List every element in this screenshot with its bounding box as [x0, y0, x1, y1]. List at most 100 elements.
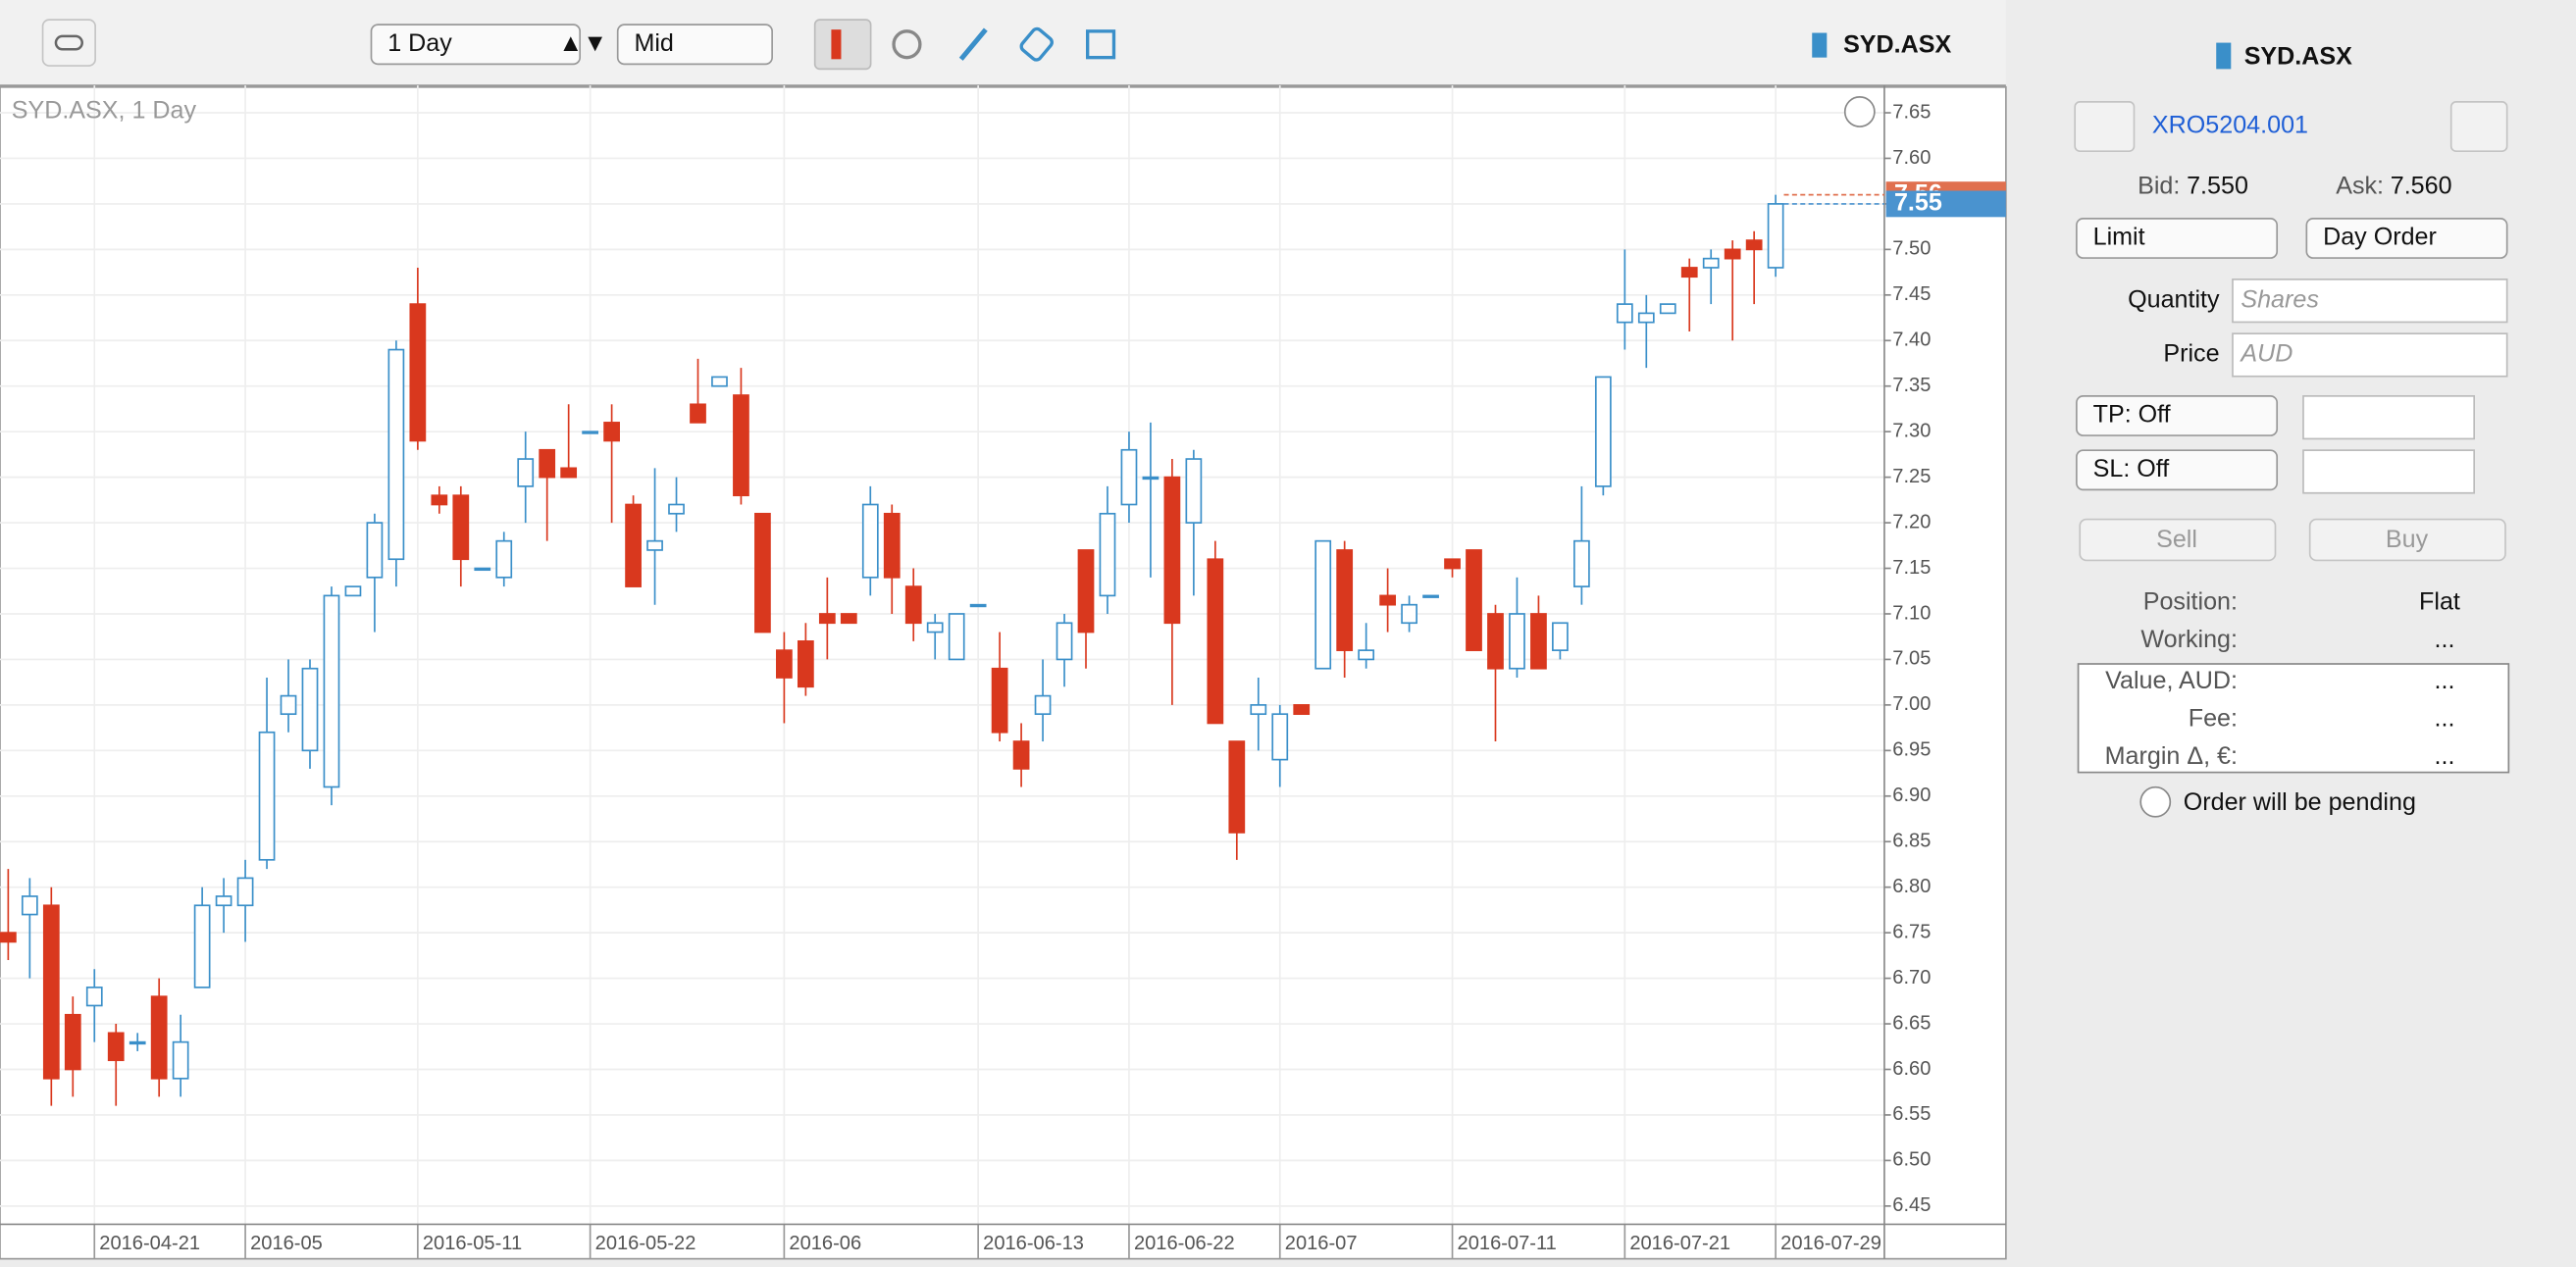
dropdown-arrow: ▲▼	[558, 29, 607, 57]
candle-body	[797, 640, 814, 688]
y-tick-label: 7.00	[1892, 693, 1931, 715]
settings-button[interactable]	[892, 29, 922, 60]
take-profit-dropdown[interactable]	[2076, 395, 2279, 436]
timeframe-dropdown[interactable]	[370, 24, 582, 66]
candle-body	[1573, 539, 1590, 587]
candle-body	[1745, 239, 1763, 251]
candle-body	[754, 512, 771, 634]
candle-body	[840, 613, 857, 625]
candle-body	[1142, 476, 1159, 481]
candle-body	[452, 494, 470, 561]
x-tick-label: 2016-07	[1285, 1233, 1358, 1254]
candle-body	[1509, 613, 1525, 670]
export-button[interactable]	[1086, 29, 1116, 60]
candle-body	[969, 603, 987, 608]
margin: ...	[2435, 742, 2455, 770]
candle-body	[1724, 248, 1741, 260]
value-label: Value, AUD:	[2105, 667, 2238, 694]
duration-dropdown[interactable]	[2305, 218, 2508, 259]
candle-body	[1466, 549, 1482, 651]
candle-body	[1271, 713, 1289, 761]
y-tick-label: 7.50	[1892, 238, 1931, 260]
candle-body	[1336, 549, 1354, 651]
candle-body	[1120, 448, 1138, 506]
bid-label: Bid:	[2138, 173, 2180, 200]
candle-body	[1444, 558, 1461, 570]
candle-body	[129, 1040, 146, 1045]
candle-body	[733, 394, 749, 497]
candle-body	[150, 995, 168, 1080]
bid: 7.550	[2187, 173, 2248, 200]
symbol-icon	[1812, 32, 1828, 58]
stop-loss: SL: Off	[2093, 455, 2171, 482]
price-type-dropdown[interactable]	[616, 24, 773, 66]
position: Flat	[2419, 588, 2460, 616]
x-tick-label: 2016-05-11	[423, 1233, 522, 1254]
plot: 6.45 6.50 6.55 6.60 6.65 6.70 6.75 6.80 6.85 6.90…	[0, 85, 2006, 1259]
y-tick-label: 6.95	[1892, 739, 1931, 761]
y-tick-label: 7.60	[1892, 147, 1931, 169]
candle-body	[1293, 704, 1311, 716]
candle-body	[668, 503, 685, 515]
take-profit-input[interactable]	[2302, 395, 2476, 440]
draw-button[interactable]	[958, 27, 988, 61]
candle-body	[301, 667, 319, 752]
symbol: SYD.ASX	[1843, 31, 1951, 59]
value: ...	[2435, 667, 2455, 694]
price-label: Price	[2163, 340, 2219, 368]
x-tick-label: 2016-07-29	[1780, 1233, 1881, 1254]
candle-body	[1379, 594, 1396, 606]
candle-body	[258, 731, 276, 861]
y-tick-label: 7.30	[1892, 420, 1931, 441]
candle-body	[495, 539, 513, 579]
link-button[interactable]	[2074, 101, 2136, 153]
stop-loss-input[interactable]	[2302, 449, 2476, 494]
quantity-input[interactable]	[2232, 279, 2508, 324]
x-tick-label: 2016-06-13	[983, 1233, 1084, 1254]
erase-button[interactable]	[1019, 26, 1054, 62]
candle-body	[1358, 649, 1375, 661]
edit-button[interactable]	[2449, 101, 2508, 153]
stop-loss-dropdown[interactable]	[2076, 449, 2279, 491]
candle-body	[107, 1032, 125, 1062]
price-type: Mid	[634, 29, 673, 57]
quantity-placeholder: Shares	[2241, 285, 2319, 313]
candle-body	[991, 667, 1008, 734]
candle-body	[861, 503, 879, 579]
sell-button[interactable]	[2079, 518, 2277, 562]
link-icon	[54, 34, 83, 51]
candle-body	[1702, 257, 1720, 269]
sell: Sell	[2156, 526, 2197, 553]
candle-body	[236, 877, 254, 907]
order-type: Limit	[2093, 224, 2145, 251]
candle-body	[193, 904, 211, 988]
link-button[interactable]	[41, 19, 96, 67]
clock-icon	[1843, 96, 1876, 127]
chart-title: SYD.ASX, 1 Day	[12, 97, 197, 125]
candle-body	[560, 467, 578, 479]
ask: 7.560	[2391, 173, 2452, 200]
duration: Day Order	[2323, 224, 2437, 251]
candle-body	[215, 895, 232, 907]
x-tick-label: 2016-05-22	[595, 1233, 696, 1254]
y-tick-label: 6.90	[1892, 785, 1931, 806]
status: Order will be pending	[2184, 788, 2416, 816]
candle-body	[1401, 603, 1417, 625]
margin-label: Margin Δ, €:	[2105, 742, 2238, 770]
x-tick-label: 2016-06-22	[1134, 1233, 1235, 1254]
take-profit: TP: Off	[2093, 401, 2172, 429]
chart-type-button[interactable]	[813, 19, 872, 71]
candle-body	[904, 585, 922, 625]
candle-body	[344, 585, 362, 597]
y-tick-label: 7.65	[1892, 101, 1931, 123]
candle-body	[1616, 303, 1633, 324]
candle-body	[1659, 303, 1676, 315]
position-label: Position:	[2143, 588, 2238, 616]
buy-button[interactable]	[2308, 518, 2506, 562]
fee-label: Fee:	[2189, 705, 2238, 733]
order-type-dropdown[interactable]	[2076, 218, 2279, 259]
price-input[interactable]	[2232, 332, 2508, 378]
y-tick-label: 6.85	[1892, 831, 1931, 852]
candle-body	[1185, 458, 1203, 524]
account[interactable]: XRO5204.001	[2152, 112, 2308, 139]
